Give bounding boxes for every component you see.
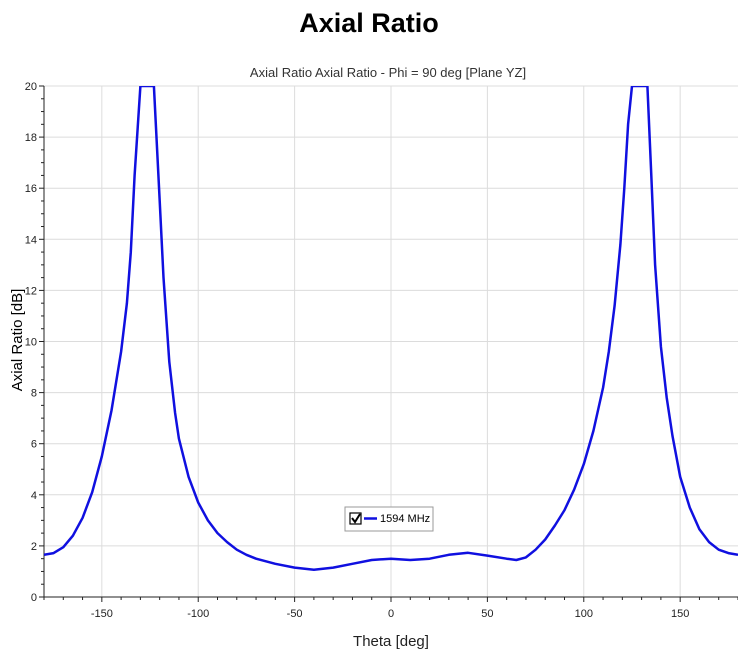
x-tick-label: 50 bbox=[481, 608, 493, 620]
y-tick-label: 20 bbox=[25, 81, 37, 93]
y-tick-label: 14 bbox=[25, 234, 37, 246]
x-axis-label: Theta [deg] bbox=[353, 633, 429, 650]
legend-checkbox[interactable] bbox=[349, 512, 362, 525]
y-axis-label: Axial Ratio [dB] bbox=[9, 289, 26, 392]
y-tick-label: 6 bbox=[31, 439, 37, 451]
x-tick-label: 150 bbox=[671, 608, 689, 620]
checkmark-icon bbox=[351, 513, 361, 524]
series-layer bbox=[44, 86, 738, 571]
series-line-0 bbox=[44, 86, 738, 571]
axes bbox=[39, 85, 738, 602]
y-tick-label: 8 bbox=[31, 388, 37, 400]
tick-labels: 0 2 4 6 8 10 12 14 16 18 20 -150 -100 -50 0 50 100 150 bbox=[25, 81, 690, 620]
page-title: Axial Ratio bbox=[299, 8, 439, 38]
y-tick-label: 10 bbox=[25, 337, 37, 349]
x-tick-label: 100 bbox=[575, 608, 593, 620]
x-tick-label: -50 bbox=[287, 608, 303, 620]
y-tick-label: 4 bbox=[31, 490, 37, 502]
plot-title: Axial Ratio Axial Ratio - Phi = 90 deg [… bbox=[250, 65, 526, 80]
y-tick-label: 12 bbox=[25, 285, 37, 297]
grid bbox=[44, 85, 738, 597]
y-tick-label: 0 bbox=[31, 592, 37, 604]
y-tick-label: 2 bbox=[31, 541, 37, 553]
x-tick-label: -100 bbox=[187, 608, 209, 620]
legend[interactable]: 1594 MHz bbox=[344, 506, 434, 532]
x-tick-label: -150 bbox=[91, 608, 113, 620]
x-tick-label: 0 bbox=[388, 608, 394, 620]
y-tick-label: 18 bbox=[25, 132, 37, 144]
legend-box bbox=[344, 506, 434, 532]
legend-entry-label: 1594 MHz bbox=[380, 513, 430, 525]
y-tick-label: 16 bbox=[25, 183, 37, 195]
